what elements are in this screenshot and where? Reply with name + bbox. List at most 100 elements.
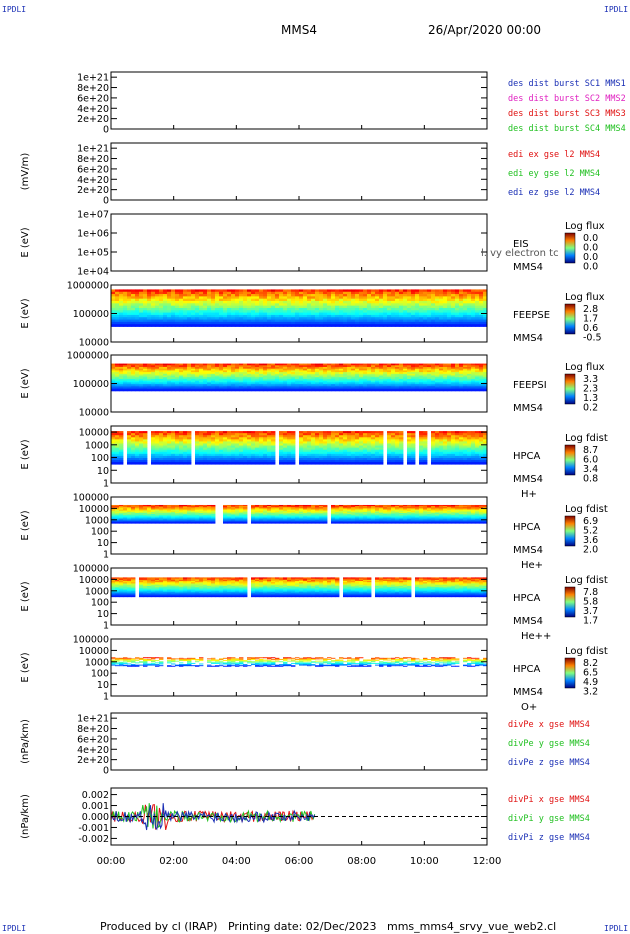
heatmap-cell xyxy=(219,368,224,371)
heatmap-cell xyxy=(147,291,152,295)
heatmap-cell xyxy=(371,289,376,293)
heatmap-cell xyxy=(471,439,476,442)
heatmap-cell xyxy=(179,363,184,366)
heatmap-cell xyxy=(163,519,168,522)
legend-entry: edi ex gse l2 MMS4 xyxy=(508,150,600,160)
heatmap-cell xyxy=(111,375,116,378)
heatmap-cell xyxy=(247,377,252,380)
heatmap-cell xyxy=(143,382,148,385)
heatmap-cell xyxy=(371,447,376,451)
heatmap-cell xyxy=(127,453,132,457)
heatmap-cell xyxy=(371,378,376,382)
heatmap-cell xyxy=(331,307,336,311)
heatmap-cell xyxy=(147,373,152,376)
heatmap-cell xyxy=(299,375,304,378)
heatmap-cell xyxy=(135,512,140,515)
heatmap-cell xyxy=(227,507,232,509)
heatmap-cell xyxy=(227,387,232,390)
heatmap-cell xyxy=(451,368,456,371)
heatmap-cell xyxy=(115,431,120,434)
heatmap-cell xyxy=(223,303,228,307)
heatmap-cell xyxy=(247,455,252,459)
heatmap-cell xyxy=(271,372,276,375)
heatmap-cell xyxy=(419,462,424,465)
heatmap-cell xyxy=(155,324,160,327)
heatmap-cell xyxy=(419,384,424,387)
heatmap-cell xyxy=(455,437,460,440)
heatmap-cell xyxy=(235,447,240,451)
heatmap-cell xyxy=(467,457,472,461)
heatmap-cell xyxy=(443,441,448,444)
heatmap-cell xyxy=(307,372,312,375)
heatmap-cell xyxy=(159,508,164,510)
heatmap-cell xyxy=(395,317,400,320)
heatmap-cell xyxy=(207,312,212,316)
heatmap-cell xyxy=(291,291,296,295)
heatmap-cell xyxy=(375,457,380,461)
heatmap-cell xyxy=(403,298,408,302)
heatmap-cell xyxy=(167,289,172,293)
heatmap-cell xyxy=(351,445,356,449)
heatmap-cell xyxy=(143,511,148,514)
heatmap-cell xyxy=(235,291,240,295)
heatmap-cell xyxy=(139,301,144,304)
heatmap-cell xyxy=(443,447,448,451)
heatmap-cell xyxy=(455,368,460,371)
heatmap-cell xyxy=(439,384,444,387)
heatmap-cell xyxy=(303,289,308,293)
heatmap-cell xyxy=(315,453,320,457)
heatmap-cell xyxy=(211,366,216,370)
heatmap-cell xyxy=(323,321,328,325)
heatmap-cell xyxy=(167,378,172,382)
heatmap-cell xyxy=(195,380,200,383)
heatmap-cell xyxy=(439,301,444,304)
heatmap-cell xyxy=(439,312,444,316)
heatmap-cell xyxy=(255,385,260,388)
heatmap-cell xyxy=(183,441,188,444)
heatmap-cell xyxy=(227,508,232,510)
heatmap-cell xyxy=(403,389,408,392)
heatmap-cell xyxy=(399,294,404,297)
heatmap-cell xyxy=(423,291,428,295)
heatmap-cell xyxy=(447,387,452,390)
heatmap-cell xyxy=(379,372,384,375)
heatmap-cell xyxy=(379,451,384,455)
heatmap-cell xyxy=(203,366,208,370)
heatmap-cell xyxy=(211,378,216,382)
heatmap-cell xyxy=(419,385,424,388)
heatmap-cell xyxy=(303,378,308,382)
heatmap-cell xyxy=(351,460,356,463)
heatmap-cell xyxy=(395,319,400,323)
heatmap-cell xyxy=(183,307,188,311)
heatmap-cell xyxy=(467,301,472,304)
heatmap-cell xyxy=(115,453,120,457)
heatmap-cell xyxy=(139,433,144,436)
heatmap-cell xyxy=(435,294,440,297)
heatmap-cell xyxy=(183,387,188,390)
heatmap-cell xyxy=(183,462,188,465)
heatmap-cell xyxy=(343,387,348,390)
heatmap-cell xyxy=(123,509,128,512)
heatmap-cell xyxy=(275,296,280,300)
heatmap-cell xyxy=(179,368,184,371)
heatmap-cell xyxy=(163,305,168,309)
heatmap-cell xyxy=(387,312,392,316)
heatmap-cell xyxy=(295,385,300,388)
heatmap-cell xyxy=(435,321,440,325)
heatmap-cell xyxy=(463,294,468,297)
heatmap-cell xyxy=(147,508,152,510)
heatmap-cell xyxy=(203,380,208,383)
heatmap-cell xyxy=(159,433,164,436)
heatmap-cell xyxy=(295,296,300,300)
heatmap-cell xyxy=(119,375,124,378)
heatmap-cell xyxy=(471,384,476,387)
heatmap-cell xyxy=(207,504,212,507)
heatmap-cell xyxy=(375,437,380,440)
heatmap-cell xyxy=(159,307,164,311)
heatmap-cell xyxy=(219,449,224,453)
heatmap-cell xyxy=(127,380,132,383)
heatmap-cell xyxy=(419,453,424,457)
heatmap-cell xyxy=(211,312,216,316)
heatmap-cell xyxy=(199,518,204,521)
heatmap-cell xyxy=(111,366,116,370)
